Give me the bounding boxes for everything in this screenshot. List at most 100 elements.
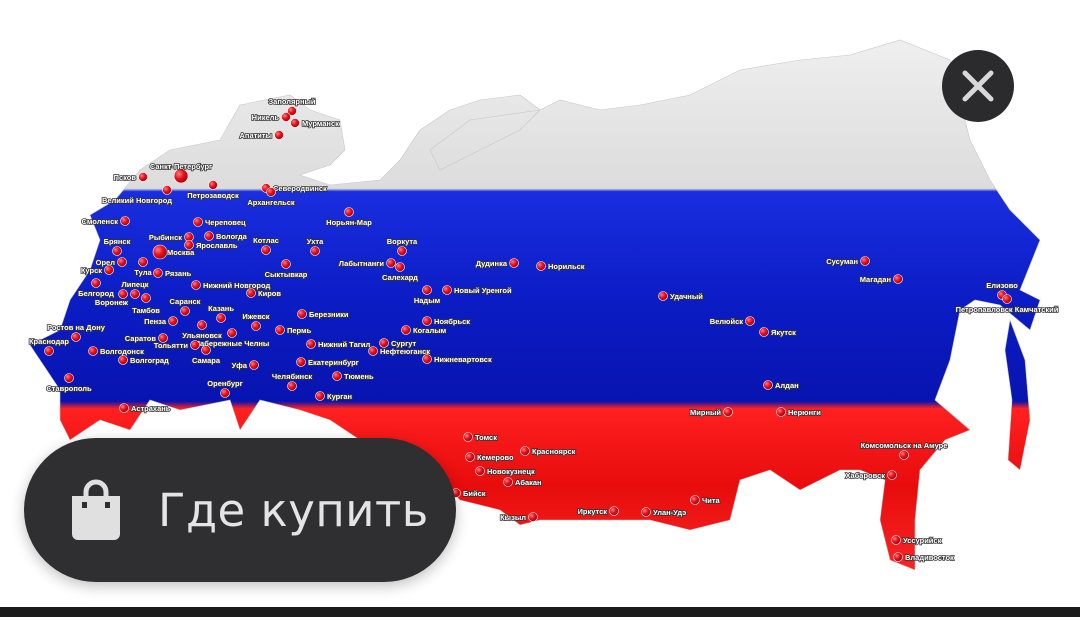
city-dot[interactable]: [193, 217, 203, 227]
city-dot[interactable]: [64, 373, 74, 383]
city-dot[interactable]: [138, 172, 148, 182]
city-marker[interactable]: Сургут: [379, 338, 417, 349]
city-dot[interactable]: [379, 338, 389, 348]
city-marker[interactable]: Тула: [134, 257, 153, 278]
city-marker[interactable]: Бийск: [451, 488, 487, 499]
city-dot[interactable]: [528, 512, 538, 522]
city-marker[interactable]: Мирный: [689, 407, 733, 418]
city-marker[interactable]: Чита: [690, 495, 721, 506]
city-marker[interactable]: Саранск: [169, 296, 201, 316]
where-to-buy-button[interactable]: Где купить: [24, 438, 456, 582]
city-dot[interactable]: [168, 316, 178, 326]
city-dot[interactable]: [184, 232, 194, 242]
city-dot[interactable]: [173, 168, 189, 184]
city-marker[interactable]: Череповец: [193, 217, 247, 228]
city-dot[interactable]: [184, 240, 194, 250]
city-marker[interactable]: Белгород: [77, 278, 115, 299]
city-dot[interactable]: [201, 345, 211, 355]
city-marker[interactable]: Самара: [191, 345, 222, 366]
city-dot[interactable]: [310, 246, 320, 256]
city-marker[interactable]: Петрозаводск: [186, 180, 240, 201]
city-dot[interactable]: [197, 320, 207, 330]
city-marker[interactable]: Ноябрьск: [422, 316, 471, 327]
city-marker[interactable]: Брянск: [103, 236, 131, 256]
city-marker[interactable]: Санкт-Петербург: [149, 161, 213, 184]
city-marker[interactable]: Ульяновск: [181, 320, 223, 341]
close-button[interactable]: [942, 50, 1014, 122]
city-dot[interactable]: [44, 346, 54, 356]
city-dot[interactable]: [216, 313, 226, 323]
city-marker[interactable]: Алдан: [763, 380, 799, 391]
city-dot[interactable]: [442, 285, 452, 295]
city-dot[interactable]: [287, 106, 297, 116]
city-dot[interactable]: [249, 360, 259, 370]
city-marker[interactable]: Велюйск: [709, 316, 755, 327]
city-marker[interactable]: Надым: [413, 285, 441, 306]
city-dot[interactable]: [1002, 294, 1012, 304]
city-marker[interactable]: Набережные Челны: [194, 328, 270, 349]
city-dot[interactable]: [290, 118, 300, 128]
city-dot[interactable]: [690, 495, 700, 505]
city-marker[interactable]: Пермь: [275, 325, 312, 336]
city-marker[interactable]: Киров: [246, 288, 282, 299]
city-dot[interactable]: [281, 259, 291, 269]
city-marker[interactable]: Москва: [152, 244, 196, 260]
city-marker[interactable]: Смоленск: [81, 216, 130, 227]
city-marker[interactable]: Томск: [463, 432, 498, 443]
city-marker[interactable]: Ростов на Дону: [46, 322, 107, 342]
city-dot[interactable]: [899, 450, 909, 460]
city-marker[interactable]: Астрахань: [119, 403, 172, 414]
city-marker[interactable]: Казань: [207, 303, 235, 323]
city-dot[interactable]: [422, 285, 432, 295]
city-marker[interactable]: Салехард: [381, 262, 419, 283]
city-marker[interactable]: Тамбов: [131, 293, 161, 316]
city-dot[interactable]: [204, 231, 214, 241]
city-dot[interactable]: [465, 452, 475, 462]
city-dot[interactable]: [386, 258, 396, 268]
city-dot[interactable]: [117, 257, 127, 267]
city-dot[interactable]: [759, 327, 769, 337]
city-dot[interactable]: [104, 265, 114, 275]
city-marker[interactable]: Норильск: [536, 261, 586, 272]
city-marker[interactable]: Заполярный: [268, 96, 317, 116]
city-marker[interactable]: Иркутск: [577, 506, 619, 517]
city-marker[interactable]: Хабаровск: [845, 470, 897, 481]
city-dot[interactable]: [401, 325, 411, 335]
city-marker[interactable]: Великий Новгород: [101, 185, 173, 206]
city-dot[interactable]: [71, 332, 81, 342]
city-dot[interactable]: [503, 477, 513, 487]
city-marker[interactable]: Лабытнанги: [338, 258, 396, 269]
city-marker[interactable]: Ижевск: [242, 311, 271, 331]
city-marker[interactable]: Тольятти: [153, 340, 200, 351]
city-marker[interactable]: Магадан: [859, 274, 903, 285]
city-dot[interactable]: [306, 339, 316, 349]
city-marker[interactable]: Ухта: [306, 236, 325, 256]
city-marker[interactable]: Пенза: [143, 316, 178, 327]
city-marker[interactable]: Нефтеюганск: [368, 346, 431, 357]
city-dot[interactable]: [344, 207, 354, 217]
city-marker[interactable]: Петропавловск Камчатский: [955, 294, 1060, 315]
city-marker[interactable]: Апатиты: [239, 130, 284, 141]
city-dot[interactable]: [274, 130, 284, 140]
city-dot[interactable]: [887, 470, 897, 480]
city-dot[interactable]: [208, 180, 218, 190]
city-marker[interactable]: Березники: [297, 309, 350, 320]
city-dot[interactable]: [520, 446, 530, 456]
city-dot[interactable]: [118, 289, 128, 299]
city-marker[interactable]: Новый Уренгой: [442, 285, 513, 296]
city-marker[interactable]: Кызыл: [499, 512, 538, 523]
city-dot[interactable]: [463, 432, 473, 442]
city-marker[interactable]: Ставрополь: [46, 373, 93, 394]
city-marker[interactable]: Воронеж: [94, 289, 129, 308]
city-dot[interactable]: [152, 244, 168, 260]
city-dot[interactable]: [297, 309, 307, 319]
city-dot[interactable]: [641, 507, 651, 517]
city-dot[interactable]: [397, 246, 407, 256]
city-dot[interactable]: [119, 403, 129, 413]
city-dot[interactable]: [191, 280, 201, 290]
city-dot[interactable]: [112, 246, 122, 256]
city-marker[interactable]: Нижний Тагил: [306, 339, 371, 350]
city-marker[interactable]: Когалым: [401, 325, 447, 336]
city-dot[interactable]: [162, 185, 172, 195]
city-marker[interactable]: Уссурийск: [891, 535, 942, 546]
